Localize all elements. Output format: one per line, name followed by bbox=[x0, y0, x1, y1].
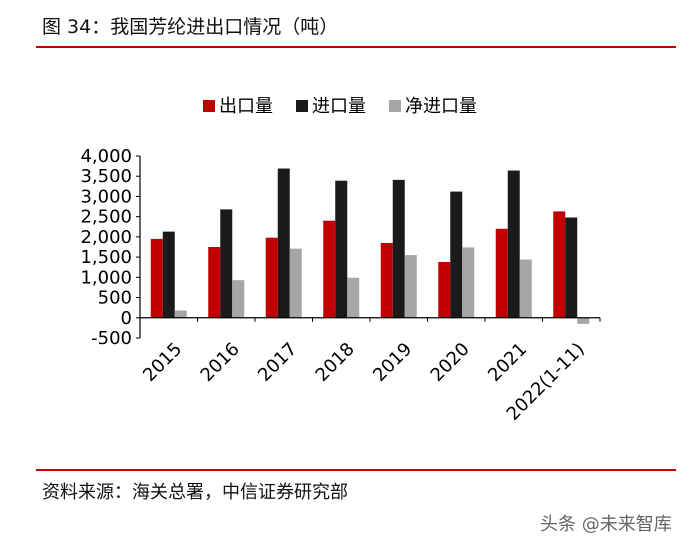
source-note: 资料来源：海关总署，中信证券研究部 bbox=[42, 482, 348, 503]
figure-title: 图 34：我国芳纶进出口情况（吨） bbox=[42, 16, 339, 38]
legend-swatch-1 bbox=[296, 100, 308, 112]
bar-2022(1-11)-1 bbox=[565, 217, 578, 318]
x-tick-label: 2015 bbox=[139, 339, 186, 386]
x-tick-label: 2016 bbox=[197, 339, 244, 386]
bar-2016-2 bbox=[232, 280, 245, 318]
bar-2020-2 bbox=[462, 247, 475, 318]
bar-2022(1-11)-0 bbox=[553, 211, 566, 318]
y-tick-label: 3,000 bbox=[80, 186, 132, 207]
bar-2021-0 bbox=[495, 228, 508, 318]
y-tick-label: 0 bbox=[121, 308, 132, 329]
bar-2017-1 bbox=[277, 168, 290, 318]
bar-2017-0 bbox=[265, 237, 278, 318]
y-tick-label: 4,000 bbox=[80, 146, 132, 167]
legend: 出口量 进口量 净进口量 bbox=[203, 96, 477, 117]
bar-2015-0 bbox=[150, 238, 163, 318]
x-tick-label: 2021 bbox=[484, 339, 531, 386]
bar-2019-2 bbox=[404, 255, 417, 318]
bar-2021-2 bbox=[519, 259, 532, 318]
watermark: 头条 @未来智库 bbox=[540, 514, 672, 535]
y-axis: 4,0003,5003,0002,5002,0001,5001,0005000-… bbox=[80, 146, 141, 349]
bar-2017-2 bbox=[289, 248, 302, 318]
legend-label-1: 进口量 bbox=[312, 96, 366, 117]
bar-2018-0 bbox=[323, 220, 336, 318]
title-divider bbox=[36, 46, 676, 48]
bar-2020-0 bbox=[438, 261, 451, 318]
bar-2015-1 bbox=[162, 231, 175, 318]
x-tick-label: 2017 bbox=[254, 339, 301, 386]
y-tick-label: 1,500 bbox=[80, 247, 132, 268]
y-tick-label: 500 bbox=[98, 288, 132, 309]
y-tick-label: 2,500 bbox=[80, 207, 132, 228]
y-tick-label: -500 bbox=[91, 328, 132, 349]
x-tick-label: 2020 bbox=[427, 339, 474, 386]
bar-2021-1 bbox=[507, 170, 520, 318]
bar-2018-2 bbox=[347, 277, 360, 318]
y-tick-label: 2,000 bbox=[80, 227, 132, 248]
bars bbox=[150, 168, 590, 324]
x-tick-label: 2019 bbox=[369, 339, 416, 386]
legend-label-0: 出口量 bbox=[219, 96, 273, 117]
source-divider bbox=[36, 469, 676, 471]
legend-swatch-0 bbox=[203, 100, 215, 112]
bar-2019-1 bbox=[392, 179, 405, 318]
bar-2022(1-11)-2 bbox=[577, 317, 590, 324]
x-tick-label: 2018 bbox=[312, 339, 359, 386]
legend-swatch-2 bbox=[389, 100, 401, 112]
bar-2018-1 bbox=[335, 180, 348, 318]
bar-2020-1 bbox=[450, 191, 463, 318]
bar-2016-0 bbox=[208, 247, 221, 318]
y-tick-label: 1,000 bbox=[80, 267, 132, 288]
legend-label-2: 净进口量 bbox=[405, 96, 477, 117]
y-tick-label: 3,500 bbox=[80, 166, 132, 187]
bar-2015-2 bbox=[174, 310, 187, 318]
bar-2016-1 bbox=[220, 209, 233, 318]
bar-2019-0 bbox=[380, 242, 393, 318]
